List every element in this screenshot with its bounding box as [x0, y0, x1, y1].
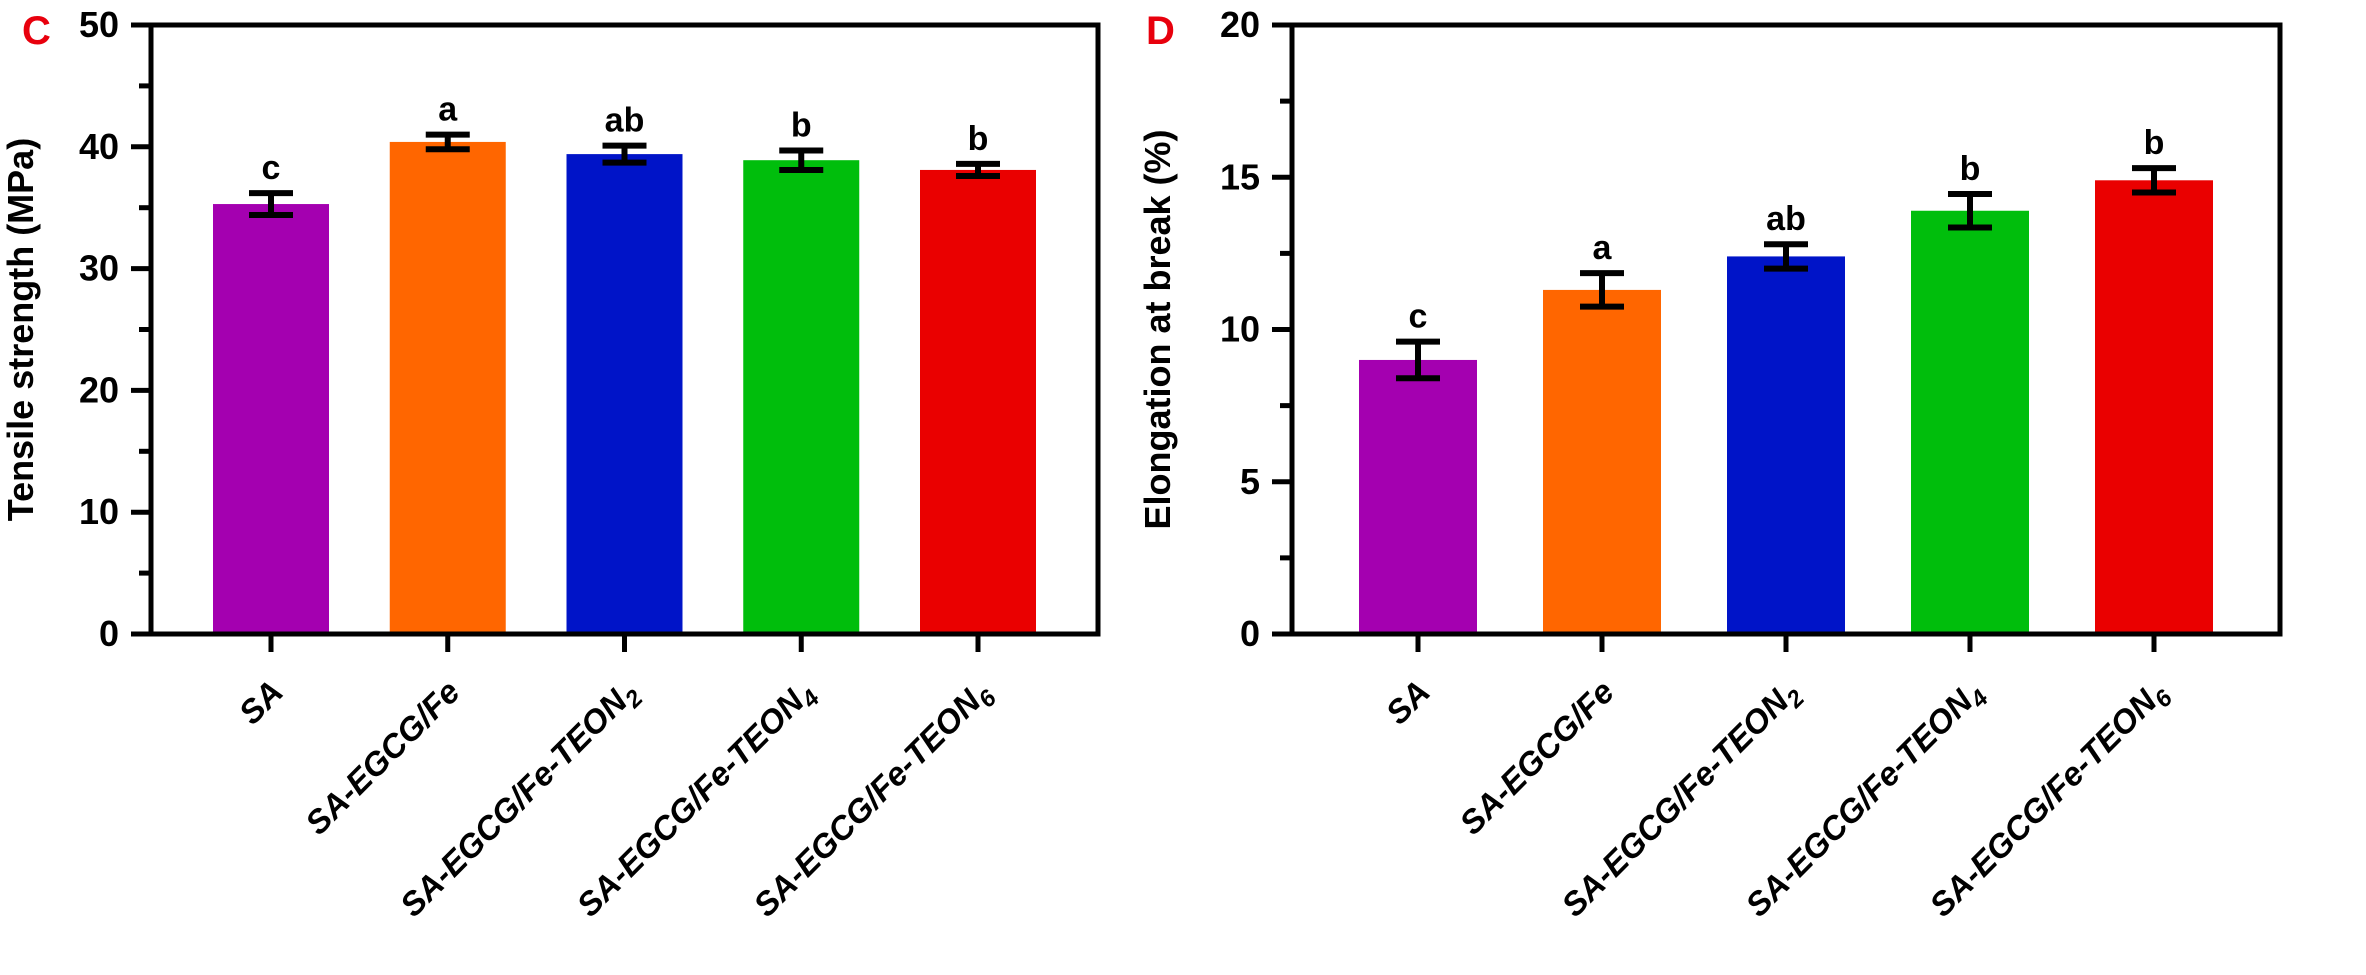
y-axis-title: Elongation at break (%) — [1137, 129, 1178, 529]
y-axis-title: Tensile strength (MPa) — [0, 138, 41, 521]
y-tick-label: 30 — [79, 248, 119, 289]
significance-letter: a — [1593, 229, 1613, 267]
x-tick-label: SA-EGCG/Fe — [1452, 673, 1621, 842]
bar-SA — [1359, 359, 1477, 634]
significance-letter: b — [791, 106, 812, 144]
x-tick-label: SA — [1378, 673, 1437, 732]
y-tick-label: 15 — [1220, 156, 1260, 197]
bar-SA-EGCG/Fe-TEON6 — [920, 169, 1036, 634]
y-tick-label: 5 — [1240, 461, 1260, 502]
x-tick-label: SA-EGCG/Fe — [298, 673, 467, 842]
significance-letter: ab — [605, 102, 645, 140]
bar-SA — [213, 204, 329, 634]
y-tick-label: 20 — [79, 369, 119, 410]
y-tick-label: 10 — [79, 491, 119, 532]
y-tick-label: 50 — [79, 4, 119, 45]
x-tick-label: SA — [231, 673, 290, 732]
significance-letter: c — [1409, 298, 1428, 336]
bar-SA-EGCG/Fe — [389, 141, 506, 635]
significance-letter: a — [438, 91, 458, 129]
bar-SA-EGCG/Fe-TEON6 — [2095, 180, 2213, 635]
significance-letter: c — [262, 149, 281, 187]
bar-SA-EGCG/Fe-TEON2 — [1727, 256, 1845, 634]
bar-SA-EGCG/Fe-TEON4 — [1911, 210, 2029, 634]
significance-letter: ab — [1766, 200, 1806, 238]
bar-SA-EGCG/Fe — [1543, 289, 1661, 634]
panel-label: C — [22, 9, 51, 53]
bar-SA-EGCG/Fe-TEON2 — [566, 154, 683, 634]
significance-letter: b — [1960, 150, 1981, 188]
y-tick-label: 0 — [1240, 613, 1260, 654]
y-tick-label: 40 — [79, 126, 119, 167]
significance-letter: b — [968, 120, 989, 158]
y-tick-label: 20 — [1220, 4, 1260, 45]
significance-letter: b — [2144, 124, 2165, 162]
bar-SA-EGCG/Fe-TEON4 — [743, 160, 860, 634]
y-tick-label: 10 — [1220, 309, 1260, 350]
y-tick-label: 0 — [99, 613, 119, 654]
panel-label: D — [1146, 9, 1175, 53]
